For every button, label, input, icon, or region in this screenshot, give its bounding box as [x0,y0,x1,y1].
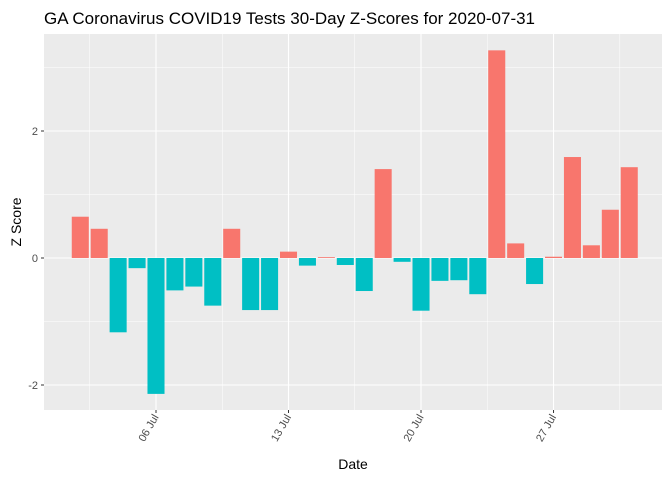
x-tick-label: 06 Jul [137,413,162,444]
bar [166,258,184,291]
bar [620,167,638,258]
y-axis-title: Z Score [8,197,24,246]
bar [355,258,373,292]
x-axis-title: Date [338,456,368,472]
x-tick-label: 20 Jul [402,413,427,444]
bar [185,258,203,287]
minor-gridlines [44,34,662,410]
bar [242,258,260,311]
bar [317,257,335,258]
bar [393,258,411,262]
bar [601,209,619,258]
bar [109,258,127,333]
bar [488,50,506,258]
bar [204,258,222,306]
bar [563,157,581,258]
bar [545,256,563,258]
plot-panel [44,34,662,410]
bar [128,258,146,269]
bar [298,258,316,266]
x-tick-label: 27 Jul [534,413,559,444]
bar [279,251,298,258]
bar [374,169,392,258]
bar [71,216,89,258]
bar [147,258,165,394]
bar [90,228,108,258]
y-tick-label: -2 [28,380,38,392]
bar [507,243,525,259]
bar [469,258,487,295]
x-tick-label: 13 Jul [269,413,294,444]
bar [412,258,430,311]
y-axis: -2 0 2 [28,126,44,392]
bar [431,258,449,281]
bar [582,245,600,258]
y-tick-label: 0 [32,253,38,265]
bar [336,258,354,265]
chart-title: GA Coronavirus COVID19 Tests 30-Day Z-Sc… [44,9,535,28]
bar [223,228,241,258]
y-tick-label: 2 [32,126,38,138]
bar [261,258,279,311]
bar [450,258,468,281]
x-axis: 06 Jul 13 Jul 20 Jul 27 Jul [137,410,559,444]
bars [71,50,638,394]
bar [526,258,544,285]
